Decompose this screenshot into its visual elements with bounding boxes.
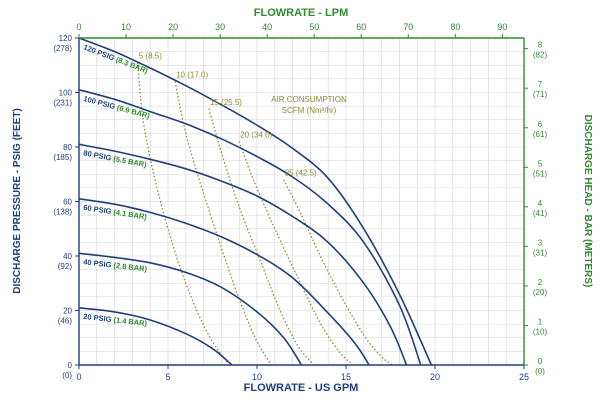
y-right-tick-label-meters: (61): [533, 130, 548, 139]
x-tick-label: 5: [165, 372, 170, 382]
air-consumption-curve: [238, 141, 354, 366]
y-tick-label: 20: [63, 307, 72, 316]
air-consumption-label: 25 (42.5): [285, 169, 317, 178]
x-tick-label: 0: [76, 372, 81, 382]
air-consumption-title: AIR CONSUMPTION: [271, 95, 347, 104]
performance-curve-label: 40 PSIG (2.8 BAR): [83, 257, 148, 273]
y-right-tick-label: 7: [538, 80, 543, 89]
y-right-tick-label-meters: (0): [535, 367, 545, 376]
gridlines: [79, 38, 524, 365]
performance-curve: [78, 252, 303, 366]
air-consumption-curve: [174, 81, 272, 366]
air-consumption-label: 15 (25.5): [210, 98, 242, 107]
performance-curve: [78, 143, 408, 366]
y-tick-label-feet: (92): [58, 262, 73, 271]
y-tick-label-feet: (278): [53, 44, 72, 53]
x-tick-label: 15: [341, 372, 351, 382]
performance-curve-label: 20 PSIG (1.4 BAR): [83, 312, 148, 328]
x-top-tick-label: 0: [76, 22, 81, 32]
performance-curve: [78, 37, 433, 366]
y-tick-label-feet: (0): [62, 371, 72, 380]
air-consumption-curves: [137, 62, 393, 366]
x-top-tick-label: 80: [450, 22, 460, 32]
y-right-tick-label: 4: [538, 199, 543, 208]
air-consumption-label: 5 (8.5): [139, 52, 162, 61]
y-tick-label: 100: [59, 89, 73, 98]
air-consumption-label: 10 (17.0): [176, 71, 208, 80]
curve-label-bar: (1.4 BAR): [113, 315, 148, 328]
y-right-tick-label: 6: [538, 120, 543, 129]
x-top-tick-label: 70: [403, 22, 413, 32]
y-tick-label: 60: [63, 198, 72, 207]
air-consumption-curve: [208, 108, 315, 366]
y-right-tick-label: 5: [538, 159, 543, 168]
y-right-tick-label: 2: [538, 278, 543, 287]
performance-curves: [78, 37, 433, 366]
y-tick-label-feet: (231): [53, 99, 72, 108]
left-axis-title: DISCHARGE PRESSURE - PSIG (FEET): [12, 108, 23, 294]
performance-curve: [78, 198, 370, 366]
air-consumption-units: SCFM (Nm³/hr): [282, 106, 337, 115]
y-right-tick-label-meters: (71): [533, 90, 548, 99]
performance-curve: [78, 307, 233, 366]
x-top-tick-label: 10: [121, 22, 131, 32]
y-tick-label-feet: (185): [53, 153, 72, 162]
y-tick-label: 120: [59, 34, 73, 43]
y-right-tick-label-meters: (82): [533, 51, 548, 60]
x-top-tick-label: 30: [215, 22, 225, 32]
curve-label-psig: 40 PSIG: [83, 257, 114, 269]
x-top-tick-label: 40: [262, 22, 272, 32]
y-right-tick-label: 0: [538, 357, 543, 366]
y-right-tick-label-meters: (51): [533, 169, 548, 178]
curve-label-bar: (2.8 BAR): [113, 261, 148, 274]
bottom-axis-title: FLOWRATE - US GPM: [244, 382, 359, 394]
x-top-tick-label: 60: [356, 22, 366, 32]
y-tick-label: 80: [63, 143, 72, 152]
x-tick-label: 25: [519, 372, 529, 382]
x-top-tick-label: 90: [497, 22, 507, 32]
air-consumption-label: 20 (34.0): [240, 131, 272, 140]
curve-label-psig: 20 PSIG: [83, 312, 114, 324]
x-tick-label: 10: [252, 372, 262, 382]
y-right-tick-label: 1: [538, 317, 543, 326]
y-right-tick-label-meters: (41): [533, 209, 548, 218]
y-right-tick-label-meters: (31): [533, 248, 548, 257]
top-axis-title: FLOWRATE - LPM: [254, 7, 349, 19]
x-top-tick-label: 50: [309, 22, 319, 32]
x-tick-label: 20: [430, 372, 440, 382]
right-axis-title: DISCHARGE HEAD - BAR (METERS): [582, 115, 593, 288]
y-right-tick-label-meters: (20): [533, 288, 548, 297]
axes: 0 5 10 15 20 250 10 20 30 40 50 60 70 80 900(0)20(46)4…: [53, 22, 547, 382]
y-right-tick-label-meters: (10): [533, 327, 548, 336]
y-tick-label-feet: (46): [58, 317, 73, 326]
x-top-tick-label: 20: [168, 22, 178, 32]
y-right-tick-label: 8: [538, 41, 543, 50]
performance-curve: [78, 89, 422, 366]
y-tick-label: 0: [68, 361, 73, 370]
y-tick-label: 40: [63, 252, 72, 261]
y-tick-label-feet: (138): [53, 208, 72, 217]
y-right-tick-label: 3: [538, 238, 543, 247]
